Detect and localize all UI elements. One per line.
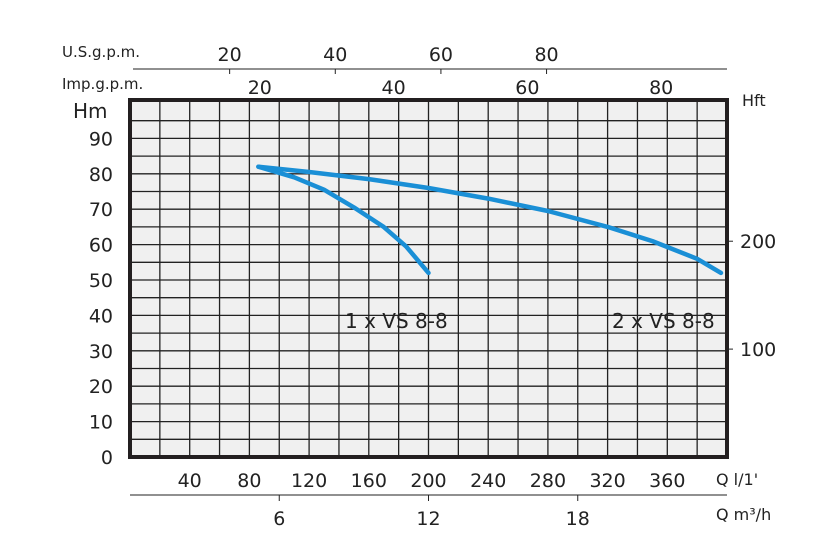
x-tick-label: 360 — [649, 470, 685, 492]
x-tick-label: 40 — [178, 470, 202, 492]
imp-gpm-tick-label: 40 — [382, 77, 406, 99]
y-tick-label: 90 — [89, 128, 113, 150]
y-tick-label: 60 — [89, 235, 113, 257]
imp-gpm-label: Imp.g.p.m. — [62, 75, 143, 93]
y-tick-label: 20 — [89, 376, 113, 398]
x-tick-label: 200 — [410, 470, 446, 492]
x-tick-label: 320 — [589, 470, 625, 492]
x-tick-label: 240 — [470, 470, 506, 492]
grid — [130, 100, 727, 457]
y-tick-label: 80 — [89, 164, 113, 186]
x-tick-label: 280 — [530, 470, 566, 492]
us-gpm-tick-label: 40 — [323, 44, 347, 66]
x-tick-label: 120 — [291, 470, 327, 492]
imp-gpm-tick-label: 20 — [248, 77, 272, 99]
hft-tick-label: 100 — [740, 339, 776, 361]
y-tick-label: 40 — [89, 305, 113, 327]
us-gpm-label: U.S.g.p.m. — [62, 43, 140, 61]
series-label-2: 2 x VS 8-8 — [612, 309, 715, 333]
us-gpm-tick-label: 80 — [534, 44, 558, 66]
x-tick-label: 160 — [351, 470, 387, 492]
m3h-axis-label: Q m³/h — [716, 505, 771, 524]
us-gpm-tick-label: 60 — [429, 44, 453, 66]
series-label-1: 1 x VS 8-8 — [345, 309, 448, 333]
y-tick-label: 30 — [89, 341, 113, 363]
hft-axis-label: Hft — [742, 91, 766, 110]
y-tick-label: 0 — [101, 447, 113, 469]
plot-border — [128, 98, 729, 459]
imp-gpm-tick-label: 80 — [649, 77, 673, 99]
series-line-2 — [256, 164, 724, 276]
y-axis-label: Hm — [73, 99, 108, 123]
y-tick-label: 50 — [89, 270, 113, 292]
axes: 0 10 20 30 40 50 60 70 80 90 40 80 120 160 200 240 280 32… — [89, 44, 776, 530]
curves — [256, 164, 724, 276]
m3h-tick-label: 12 — [416, 508, 440, 530]
m3h-tick-label: 18 — [566, 508, 590, 530]
us-gpm-tick-label: 20 — [218, 44, 242, 66]
series-line-1 — [256, 164, 431, 276]
x-tick-label: 80 — [237, 470, 261, 492]
imp-gpm-tick-label: 60 — [515, 77, 539, 99]
y-tick-label: 70 — [89, 199, 113, 221]
x-axis-label: Q l/1' — [716, 470, 758, 489]
hft-tick-label: 200 — [740, 231, 776, 253]
y-tick-label: 10 — [89, 412, 113, 434]
m3h-tick-label: 6 — [273, 508, 285, 530]
